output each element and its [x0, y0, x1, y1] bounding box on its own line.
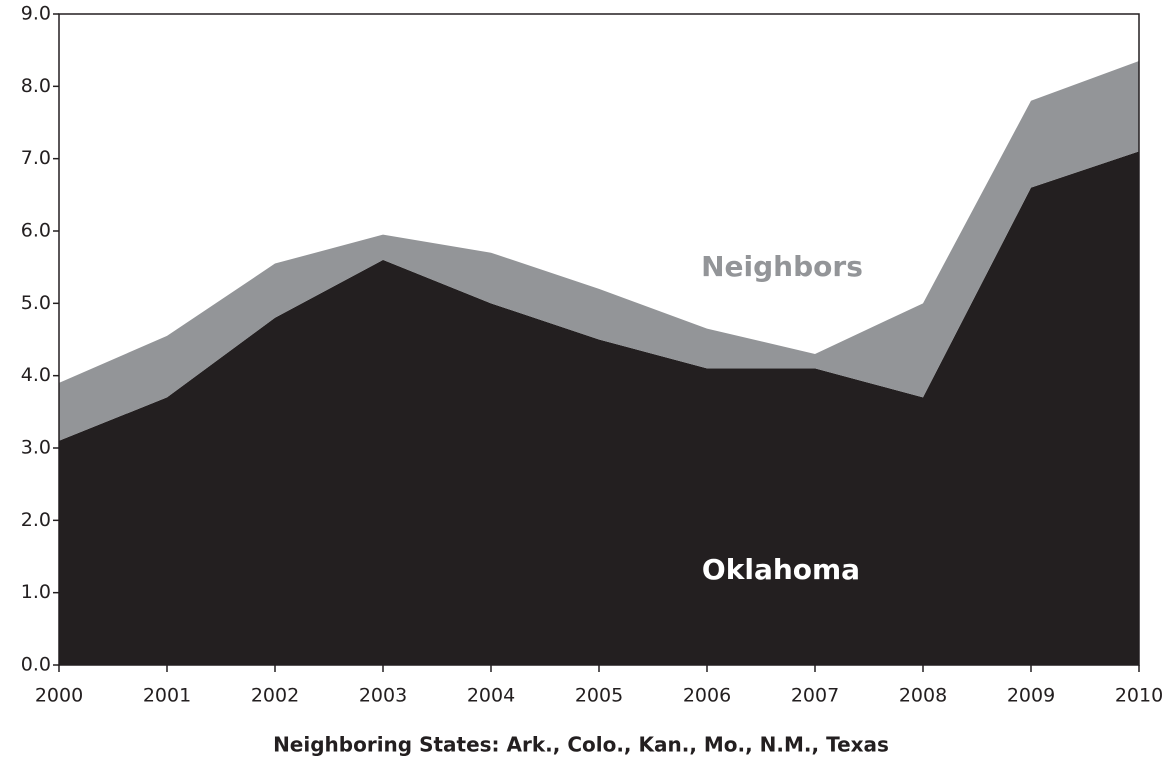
y-tick-label: 1.0 — [21, 581, 51, 603]
x-tick-label: 2007 — [791, 685, 839, 707]
x-tick-label: 2009 — [1007, 685, 1055, 707]
x-tick-label: 2003 — [359, 685, 407, 707]
y-tick-label: 6.0 — [21, 220, 51, 242]
y-tick-label: 4.0 — [21, 364, 51, 386]
y-tick-label: 3.0 — [21, 437, 51, 459]
x-tick-label: 2000 — [35, 685, 83, 707]
area — [59, 151, 1139, 665]
series-label: Neighbors — [701, 250, 863, 283]
x-axis-title: Neighboring States: Ark., Colo., Kan., M… — [273, 733, 889, 757]
y-tick-label: 7.0 — [21, 147, 51, 169]
y-tick-label: 8.0 — [21, 75, 51, 97]
x-tick-label: 2002 — [251, 685, 299, 707]
y-tick-label: 2.0 — [21, 509, 51, 531]
y-tick-label: 9.0 — [21, 3, 51, 25]
x-tick-label: 2010 — [1115, 685, 1162, 707]
x-tick-label: 2001 — [143, 685, 191, 707]
x-tick-label: 2005 — [575, 685, 623, 707]
x-tick-label: 2004 — [467, 685, 515, 707]
y-tick-label: 5.0 — [21, 292, 51, 314]
y-tick-label: 0.0 — [21, 654, 51, 676]
area — [59, 61, 1139, 441]
series-label: Oklahoma — [702, 553, 860, 586]
x-tick-label: 2008 — [899, 685, 947, 707]
x-tick-label: 2006 — [683, 685, 731, 707]
